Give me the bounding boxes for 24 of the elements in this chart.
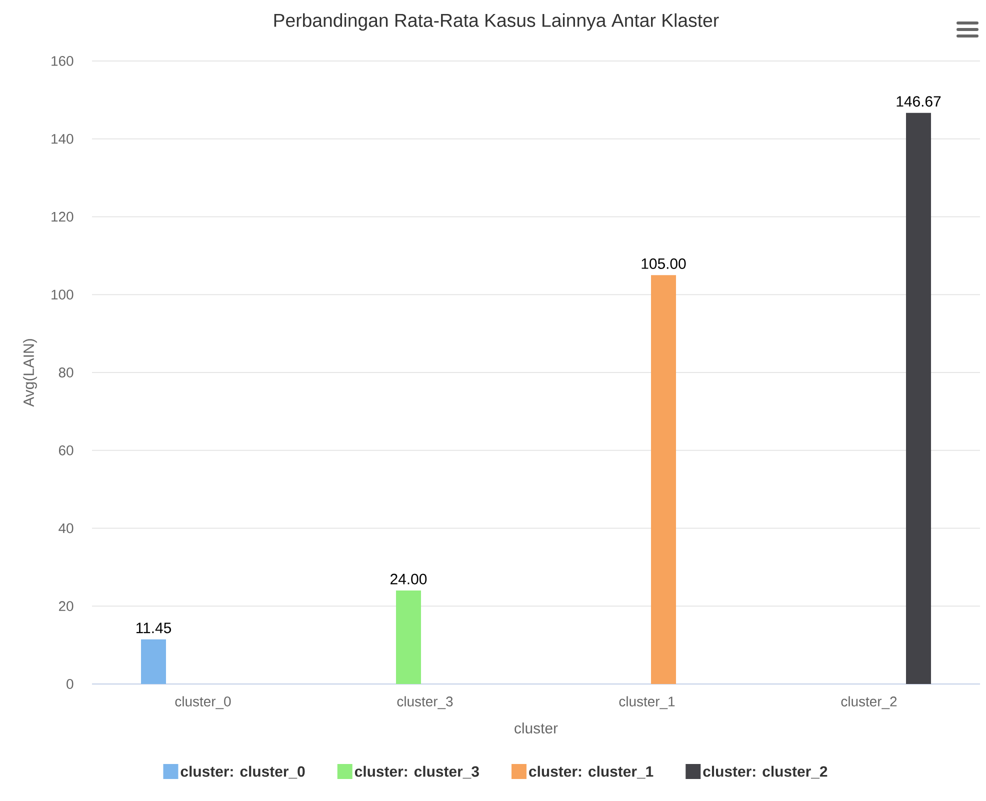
data-label: 24.00 xyxy=(390,574,427,584)
x-axis-title: cluster xyxy=(514,722,558,734)
y-axis-title: Avg(LAIN) xyxy=(23,339,37,407)
x-tick-label: cluster_3 xyxy=(397,696,453,710)
y-tick-label: 40 xyxy=(58,523,74,534)
y-tick-label: 60 xyxy=(58,445,74,456)
x-tick-label: cluster_1 xyxy=(619,696,675,710)
y-tick-label: 120 xyxy=(52,212,74,222)
data-label: 11.45 xyxy=(136,622,172,634)
legend-label: cluster: cluster_0 xyxy=(180,766,305,778)
x-tick-label: cluster_2 xyxy=(841,696,897,710)
legend-label: cluster: cluster_2 xyxy=(703,766,828,778)
y-tick-label: 0 xyxy=(66,679,74,689)
y-tick-label: 100 xyxy=(52,290,74,300)
x-tick-label: cluster_0 xyxy=(175,696,231,710)
legend-label: cluster: cluster_1 xyxy=(529,766,654,778)
y-tick-label: 80 xyxy=(58,368,74,378)
y-tick-label: 20 xyxy=(58,601,74,612)
y-tick-label: 140 xyxy=(52,134,74,144)
data-label: 146.67 xyxy=(896,96,941,107)
data-label: 105.00 xyxy=(642,258,686,269)
legend-label: cluster: cluster_3 xyxy=(354,766,479,778)
y-tick-label: 160 xyxy=(52,56,74,66)
chart-title: Perbandingan Rata-Rata Kasus Lainnya Antar Klaster xyxy=(274,13,719,31)
